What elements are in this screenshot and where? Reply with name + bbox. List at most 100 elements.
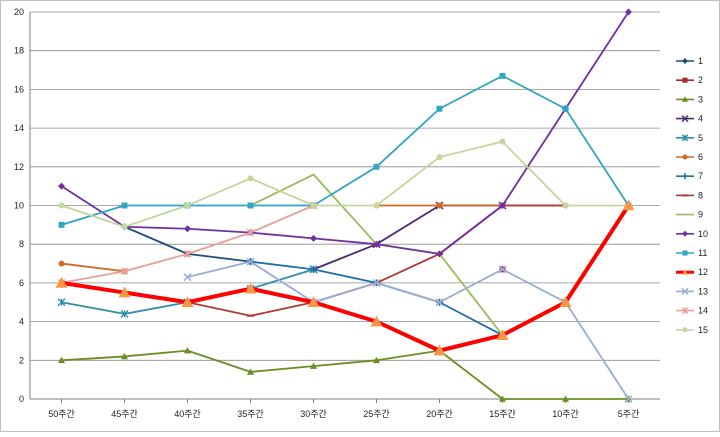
legend-swatch-marker (682, 230, 688, 237)
y-tick-label: 8 (19, 239, 24, 249)
series-12-point (181, 296, 194, 308)
legend-item-10: 10 (676, 229, 708, 239)
series-3-point (121, 352, 128, 360)
series-3-point (184, 347, 191, 354)
series-11-point (247, 202, 254, 209)
legend-swatch-marker (682, 96, 688, 102)
series-15-point (499, 138, 506, 145)
y-tick-label: 16 (14, 84, 24, 94)
y-tick-label: 0 (19, 394, 24, 404)
x-tick-label: 50주간 (48, 409, 75, 419)
series-12 (55, 199, 635, 356)
series-lines (55, 8, 635, 404)
legend-item-6: 6 (676, 152, 703, 162)
legend-item-3: 3 (676, 94, 703, 104)
x-tick-label: 20주간 (426, 409, 453, 419)
series-13 (183, 257, 633, 404)
series-12-point (307, 296, 320, 308)
series-11-point (499, 72, 506, 79)
x-tick-label: 10주간 (552, 409, 579, 419)
series-12-point (496, 329, 509, 340)
series-6-point (58, 260, 65, 267)
series-10-line (61, 11, 630, 255)
legend-item-5: 5 (676, 133, 703, 143)
series-15-line (61, 140, 629, 228)
y-tick-label: 10 (14, 201, 24, 211)
series-10-point (58, 182, 65, 190)
series-3-point (247, 368, 254, 375)
legend-label: 13 (698, 286, 708, 296)
x-tick-label: 30주간 (300, 409, 327, 419)
series-11-line (61, 74, 630, 226)
series-12-point (559, 296, 572, 308)
series-12-point (622, 199, 635, 211)
legend-item-13: 13 (676, 286, 708, 296)
series-15-point (310, 202, 317, 209)
series-10-point (184, 225, 191, 233)
legend-swatch-marker (682, 269, 688, 275)
legend-item-9: 9 (676, 210, 703, 220)
y-tick-label: 4 (19, 317, 24, 327)
legend-label: 12 (698, 267, 708, 277)
legend-item-4: 4 (676, 114, 703, 124)
series-3 (58, 347, 632, 402)
series-6-point (436, 202, 443, 209)
series-12-point (118, 286, 131, 298)
legend-item-11: 11 (676, 248, 707, 258)
series-11-point (58, 221, 65, 228)
series-15-point (121, 223, 128, 230)
series-14-point (183, 249, 192, 258)
legend-swatch-marker (681, 287, 689, 295)
legend-label: 11 (698, 248, 707, 258)
legend-item-1: 1 (676, 56, 703, 66)
series-3-point (499, 395, 506, 402)
legend-swatch-marker (682, 173, 688, 180)
legend-label: 15 (698, 325, 708, 335)
y-tick-label: 14 (14, 123, 24, 133)
series-15-point (247, 175, 254, 182)
series-15-point (562, 202, 569, 209)
series-10-point (373, 240, 380, 248)
legend-swatch-marker (681, 115, 689, 123)
legend-label: 4 (698, 114, 703, 124)
legend-label: 14 (698, 306, 708, 316)
legend-swatch-marker (682, 250, 688, 256)
legend-label: 2 (698, 75, 703, 85)
legend-label: 5 (698, 133, 703, 143)
series-13-point (498, 265, 507, 274)
series-11-point (436, 105, 443, 112)
series-13-point (372, 278, 381, 287)
legend-swatch-marker (681, 307, 689, 315)
series-13-point (246, 257, 255, 266)
x-tick-label: 15주간 (489, 409, 516, 419)
x-tick-label: 5주간 (618, 409, 640, 419)
series-13-point (624, 394, 633, 404)
axes: 0 2 4 6 8 10 12 14 16 18 20 50주간 45주간 40주간 35주간 30주간 25주… (14, 7, 660, 419)
series-7-point (310, 265, 317, 273)
legend-item-8: 8 (676, 190, 703, 200)
series-11-point (121, 202, 128, 209)
series-15 (58, 138, 632, 230)
legend-swatch-marker (682, 154, 688, 160)
legend-item-2: 2 (676, 75, 703, 85)
legend-label: 7 (698, 171, 703, 181)
legend-swatch-marker (682, 77, 688, 83)
y-tick-label: 20 (14, 7, 24, 17)
series-12-point (433, 344, 446, 356)
series-3-point (373, 356, 380, 364)
x-tick-label: 40주간 (174, 409, 201, 419)
series-11-point (373, 163, 380, 170)
series-11-point (562, 105, 569, 112)
series-14-point (246, 228, 255, 237)
legend-label: 8 (698, 190, 703, 200)
series-13-line (187, 260, 630, 400)
legend-label: 6 (698, 152, 703, 162)
series-14-point (120, 267, 129, 276)
series-12-line (61, 204, 631, 353)
series-12-point (370, 315, 383, 327)
series-3-point (58, 356, 65, 364)
x-tick-label: 25주간 (363, 409, 390, 419)
series-5-point (120, 309, 129, 318)
